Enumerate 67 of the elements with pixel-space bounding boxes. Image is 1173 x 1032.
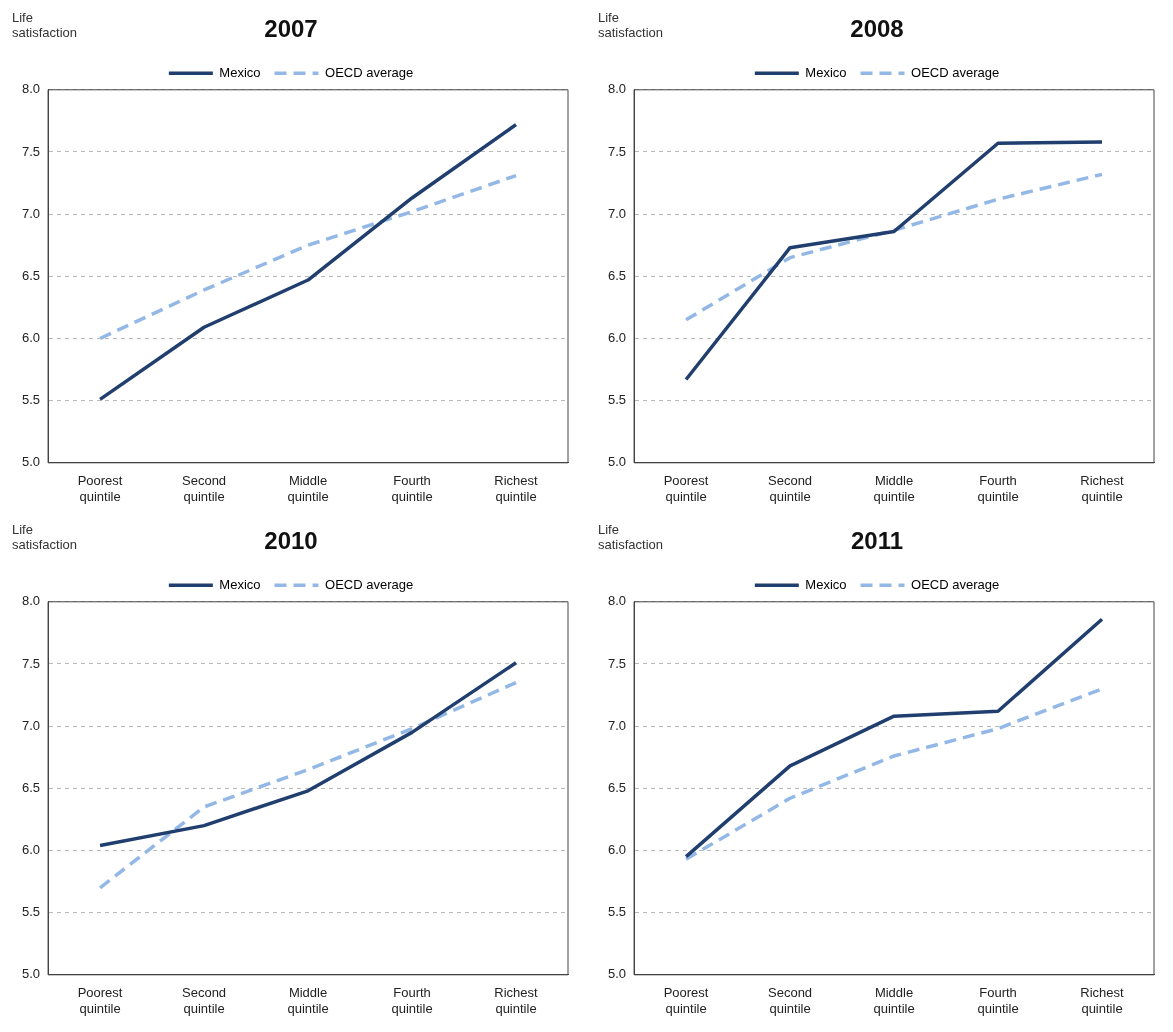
y-tick-label: 6.5	[607, 267, 627, 283]
y-tick-label: 7.5	[21, 143, 41, 159]
y-tick-label: 6.5	[21, 779, 41, 795]
y-tick-label: 6.0	[21, 330, 41, 346]
y-tick-label: 8.0	[607, 81, 627, 97]
y-axis-title: Life satisfaction	[598, 522, 665, 552]
chart-title: 2008	[850, 15, 904, 43]
y-tick-label: 6.5	[607, 779, 627, 795]
x-tick-label: Poorest quintile	[663, 985, 709, 1016]
y-tick-label: 7.0	[21, 717, 41, 733]
x-tick-label: Richest quintile	[1080, 473, 1125, 504]
y-tick-label: 5.0	[21, 454, 41, 470]
y-tick-label: 7.0	[21, 205, 41, 221]
x-tick-label: Richest quintile	[494, 985, 539, 1016]
y-axis-title: Life satisfaction	[12, 10, 79, 40]
x-tick-label: Second quintile	[768, 985, 813, 1016]
x-tick-label: Fourth quintile	[391, 985, 433, 1016]
x-tick-label: Middle quintile	[873, 985, 915, 1016]
chart-title: 2011	[850, 527, 904, 555]
x-tick-label: Poorest quintile	[77, 985, 123, 1016]
legend-label: Mexico	[219, 576, 261, 592]
line-series	[98, 173, 518, 341]
y-tick-label: 7.5	[607, 143, 627, 159]
y-tick-label: 7.0	[607, 717, 627, 733]
y-tick-label: 7.5	[607, 655, 627, 671]
x-tick-label: Richest quintile	[494, 473, 539, 504]
y-axis-title: Life satisfaction	[598, 10, 665, 40]
x-tick-label: Fourth quintile	[977, 985, 1019, 1016]
x-tick-label: Fourth quintile	[391, 473, 433, 504]
y-tick-label: 6.0	[607, 842, 627, 858]
chart-title: 2010	[264, 527, 318, 555]
line-series	[684, 172, 1104, 322]
y-tick-label: 7.5	[21, 655, 41, 671]
y-tick-label: 7.0	[607, 205, 627, 221]
legend-label: OECD average	[325, 576, 414, 592]
y-tick-label: 8.0	[607, 593, 627, 609]
y-tick-label: 5.0	[607, 966, 627, 982]
x-tick-label: Middle quintile	[287, 985, 329, 1016]
legend-label: OECD average	[911, 64, 1000, 80]
chart-title: 2007	[264, 15, 318, 43]
x-tick-label: Middle quintile	[287, 473, 329, 504]
legend-label: OECD average	[911, 576, 1000, 592]
x-tick-label: Richest quintile	[1080, 985, 1125, 1016]
x-tick-label: Fourth quintile	[977, 473, 1019, 504]
legend-label: Mexico	[805, 576, 847, 592]
y-tick-label: 5.0	[607, 454, 627, 470]
y-tick-label: 6.0	[21, 842, 41, 858]
y-tick-label: 6.0	[607, 330, 627, 346]
x-tick-label: Poorest quintile	[663, 473, 709, 504]
y-tick-label: 8.0	[21, 81, 41, 97]
y-tick-label: 5.5	[607, 904, 627, 920]
x-tick-label: Second quintile	[182, 985, 227, 1016]
y-tick-label: 6.5	[21, 267, 41, 283]
y-axis-title: Life satisfaction	[12, 522, 79, 552]
legend-label: Mexico	[219, 64, 261, 80]
x-tick-label: Second quintile	[182, 473, 227, 504]
legend-label: Mexico	[805, 64, 847, 80]
legend-label: OECD average	[325, 64, 414, 80]
x-tick-label: Middle quintile	[873, 473, 915, 504]
y-tick-label: 5.5	[21, 904, 41, 920]
line-series	[98, 680, 518, 890]
y-tick-label: 8.0	[21, 593, 41, 609]
x-tick-label: Second quintile	[768, 473, 813, 504]
y-tick-label: 5.0	[21, 966, 41, 982]
x-tick-label: Poorest quintile	[77, 473, 123, 504]
y-tick-label: 5.5	[607, 392, 627, 408]
y-tick-label: 5.5	[21, 392, 41, 408]
